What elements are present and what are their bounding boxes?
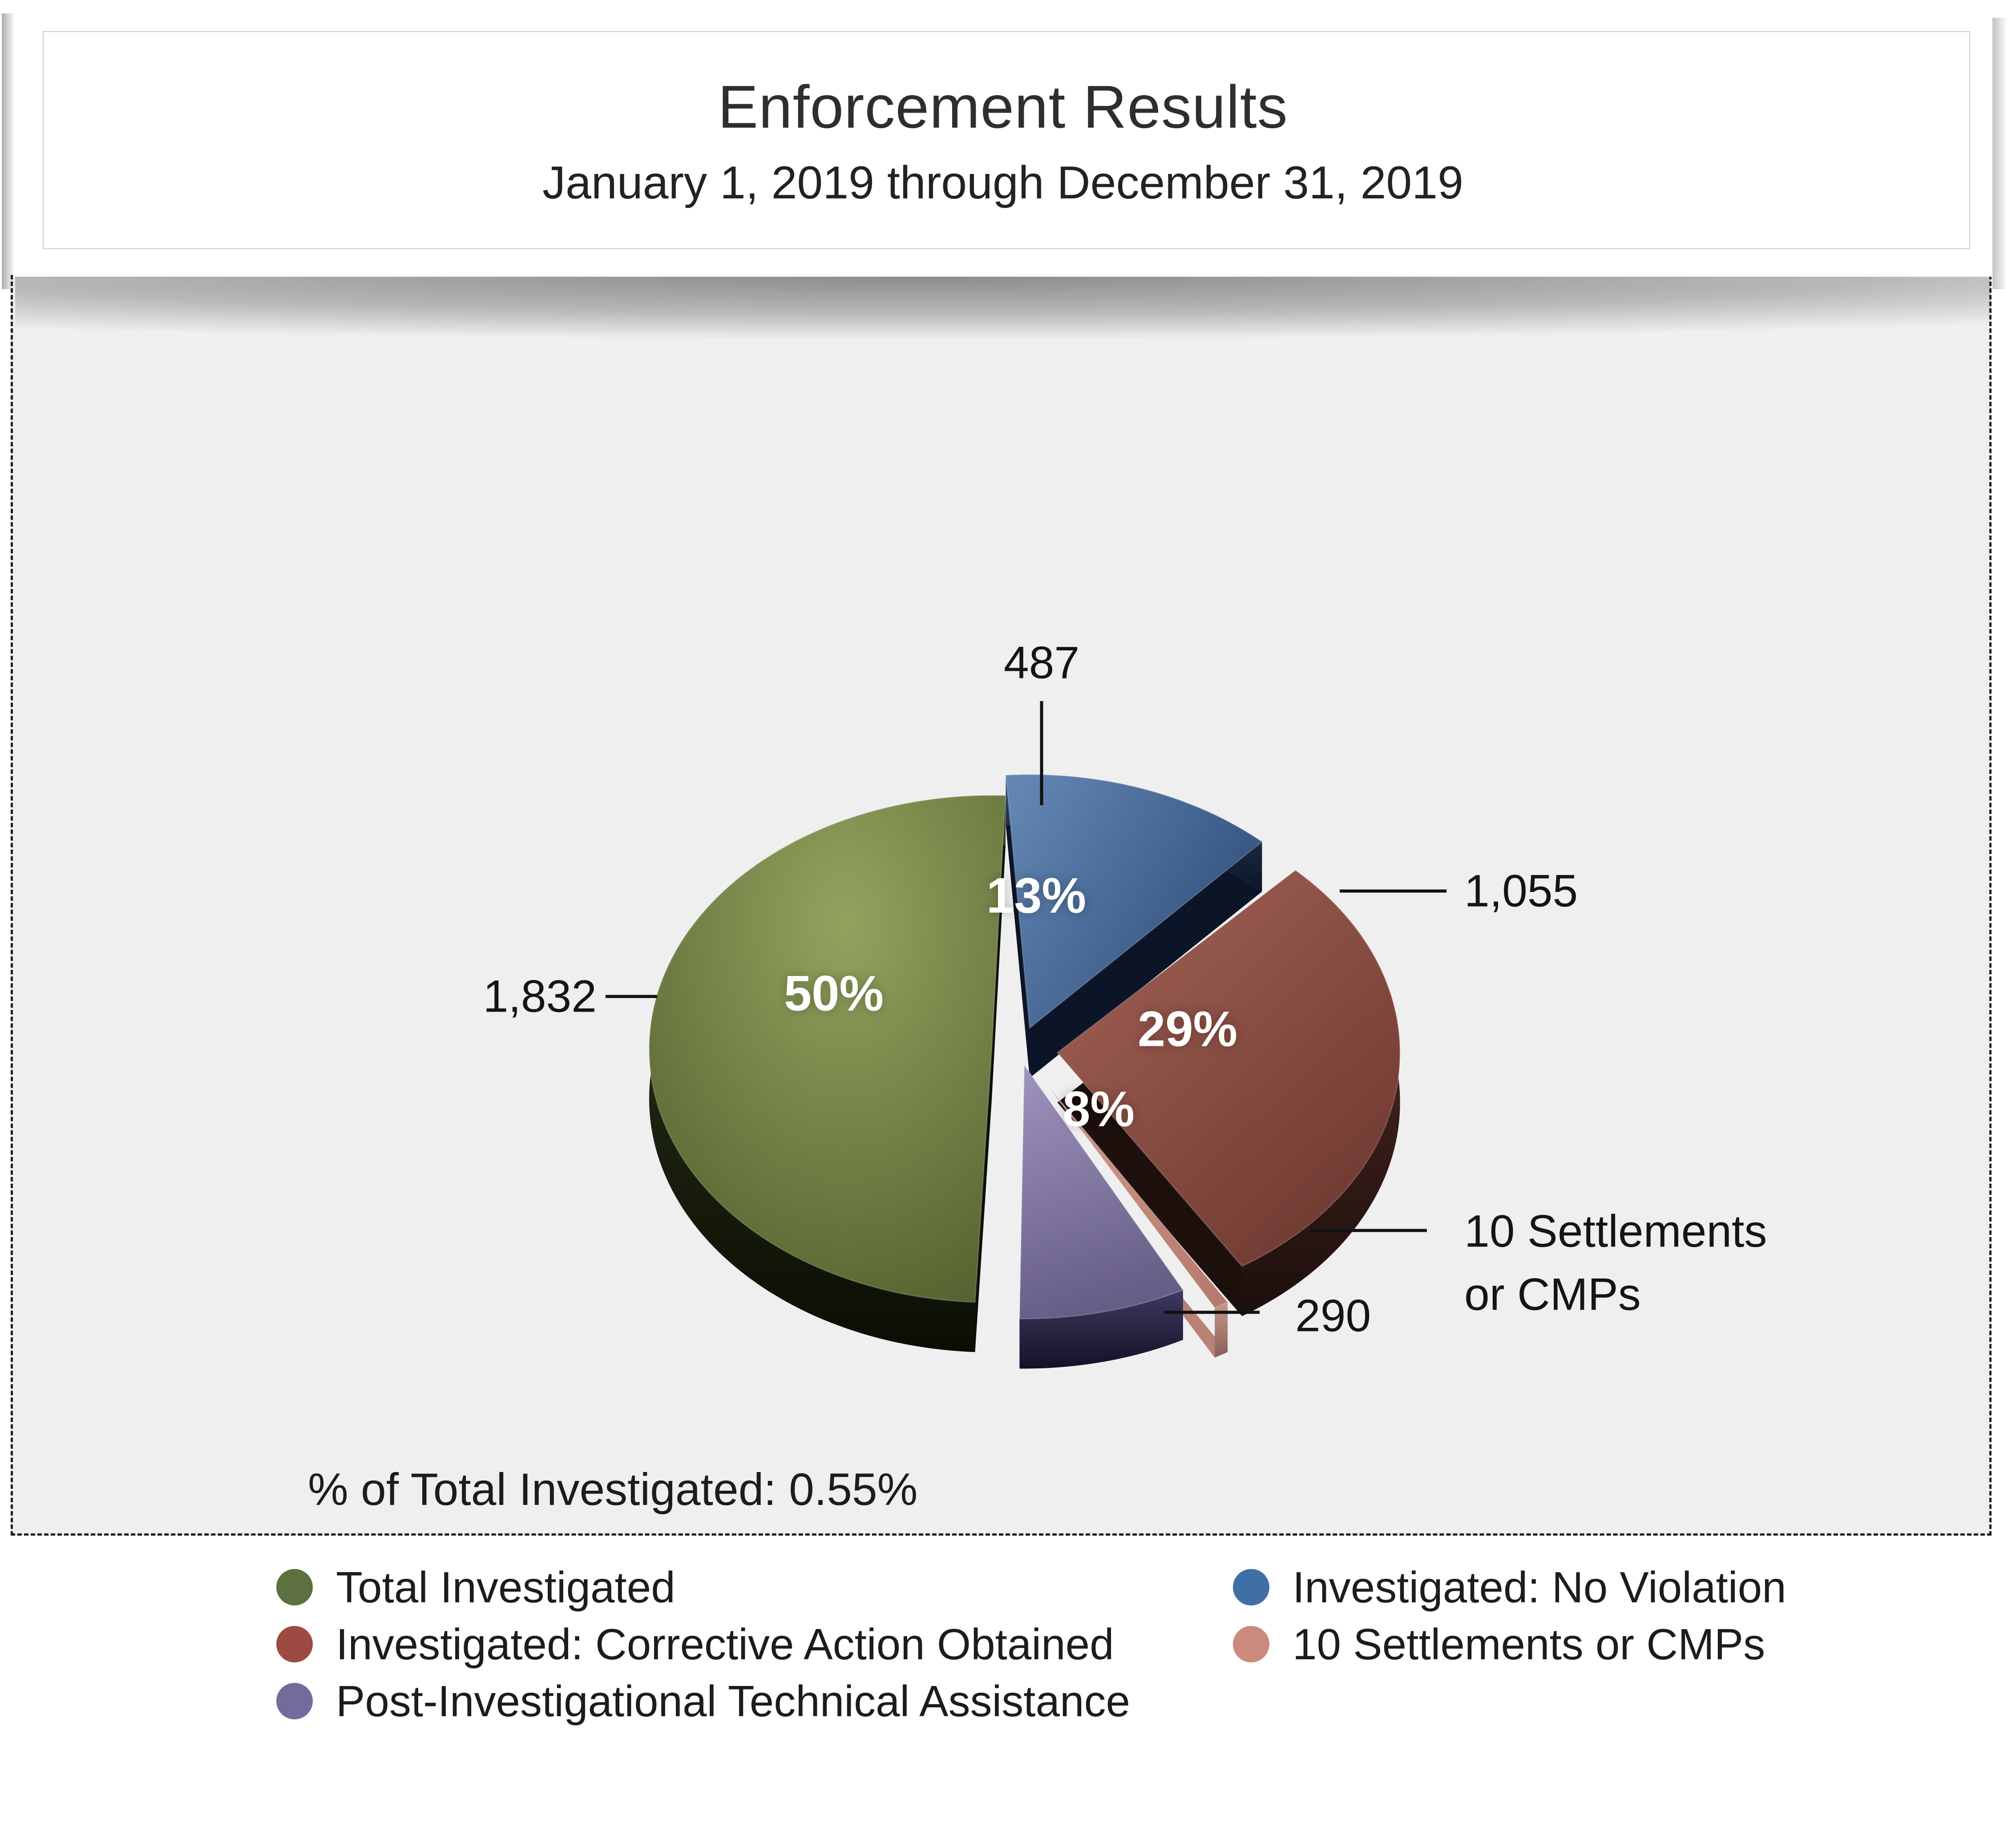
legend-swatch-post_inv [276, 1683, 313, 1719]
legend-swatch-corrective [276, 1626, 313, 1662]
legend-label-total: Total Investigated [336, 1562, 675, 1612]
legend-item-settlements: 10 Settlements or CMPs [1233, 1617, 1765, 1672]
legend-label-post_inv: Post-Investigational Technical Assistanc… [336, 1676, 1130, 1726]
legend-label-no_violation: Investigated: No Violation [1293, 1562, 1786, 1612]
slice-pct-label-post_inv: 8% [1063, 1081, 1135, 1137]
callout-label-settlements-line1: 10 Settlements [1464, 1206, 1767, 1257]
legend-swatch-settlements [1233, 1626, 1269, 1662]
pct-of-total-annotation: % of Total Investigated: 0.55% [308, 1464, 918, 1515]
page-subtitle: January 1, 2019 through December 31, 201… [542, 157, 1463, 209]
pie-slice-no_violation [1005, 774, 1263, 1078]
legend-swatch-no_violation [1233, 1569, 1269, 1605]
page-title: Enforcement Results [718, 73, 1288, 141]
legend-label-settlements: 10 Settlements or CMPs [1293, 1619, 1766, 1669]
callout-label-no_violation: 487 [1003, 637, 1080, 688]
legend-swatch-total [276, 1569, 313, 1605]
callout-label-settlements-line2: or CMPs [1464, 1269, 1641, 1320]
legend-label-corrective: Investigated: Corrective Action Obtained [336, 1619, 1114, 1669]
slice-pct-label-total: 50% [784, 965, 884, 1021]
legend-item-total: Total Investigated [276, 1560, 675, 1615]
pie-slice-total [648, 794, 1006, 1352]
title-banner-border [43, 31, 1970, 249]
callout-label-corrective: 1,055 [1464, 865, 1578, 916]
chart-area: 487 1,832 1,055 10 Settlements or CMPs 290 50%… [11, 275, 1992, 1726]
title-banner: Enforcement Results January 1, 2019 thro… [13, 7, 1992, 277]
pie-chart [606, 701, 1446, 1369]
banner-shadow-right [1992, 18, 2008, 289]
slice-pct-label-corrective: 29% [1137, 1001, 1238, 1057]
slide-page: 487 1,832 1,055 10 Settlements or CMPs 290 50%… [2, 7, 2008, 1726]
pie-slice-post_inv [1018, 1063, 1184, 1369]
callout-label-total: 1,832 [483, 971, 597, 1022]
legend-item-post_inv: Post-Investigational Technical Assistanc… [276, 1674, 1130, 1729]
legend-item-no_violation: Investigated: No Violation [1233, 1560, 1786, 1615]
pie-slice-corrective [1056, 869, 1401, 1316]
legend-item-corrective: Investigated: Corrective Action Obtained [276, 1617, 1114, 1672]
callout-label-post_inv: 290 [1295, 1290, 1371, 1341]
slice-pct-label-no_violation: 13% [986, 867, 1087, 924]
